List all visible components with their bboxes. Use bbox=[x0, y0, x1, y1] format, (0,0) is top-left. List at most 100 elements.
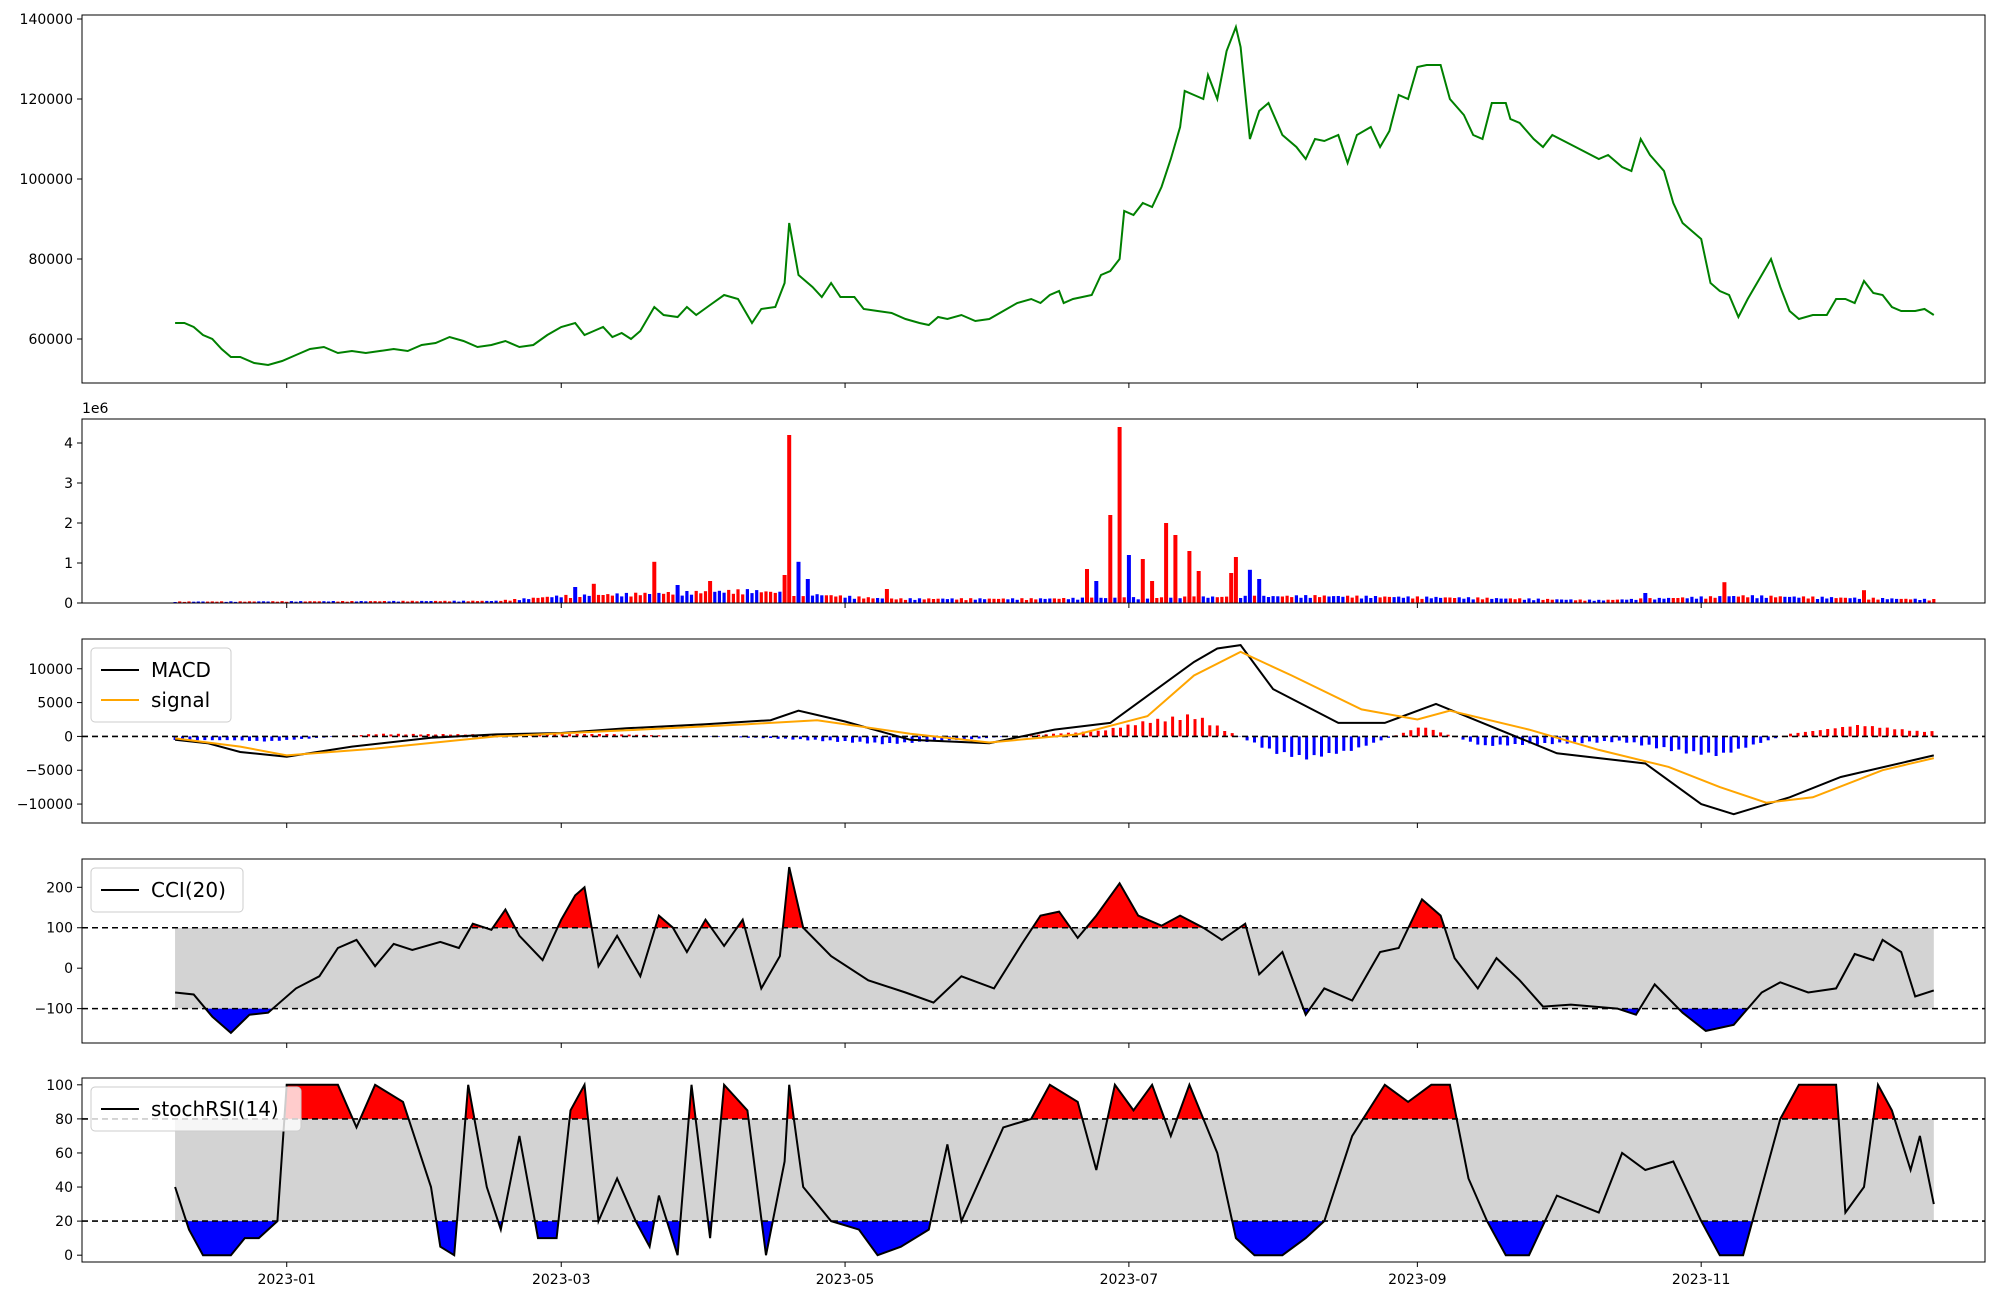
y-tick-label: 200 bbox=[46, 880, 73, 896]
volume-bar bbox=[1578, 599, 1582, 603]
macd-histogram-bar bbox=[806, 736, 810, 741]
volume-bar bbox=[1122, 597, 1126, 603]
macd-histogram-bar bbox=[1893, 729, 1897, 737]
stochrsi-overbought-fill bbox=[721, 1084, 748, 1119]
volume-bar bbox=[1173, 535, 1178, 603]
volume-bar bbox=[1159, 597, 1164, 603]
volume-bar bbox=[834, 596, 838, 603]
volume-bar bbox=[1411, 598, 1415, 603]
volume-bar bbox=[1601, 600, 1606, 603]
volume-bar bbox=[1094, 581, 1099, 603]
stochrsi-legend: stochRSI(14) bbox=[90, 1086, 302, 1132]
volume-bar bbox=[871, 598, 875, 603]
volume-bar bbox=[731, 593, 735, 603]
macd-histogram-bar bbox=[1796, 732, 1800, 737]
volume-bar bbox=[1774, 597, 1778, 603]
volume-bar bbox=[987, 598, 991, 603]
volume-bar bbox=[680, 595, 684, 603]
volume-bar bbox=[452, 600, 456, 603]
volume-bar bbox=[206, 601, 210, 603]
volume-bar bbox=[703, 591, 708, 603]
volume-bar bbox=[1294, 595, 1298, 603]
volume-bar bbox=[341, 601, 345, 603]
cci-overbought-fill bbox=[493, 909, 515, 928]
macd-histogram-bar bbox=[1401, 732, 1405, 737]
macd-histogram-bar bbox=[776, 736, 780, 739]
volume-bar bbox=[308, 601, 312, 603]
volume-bar bbox=[1518, 598, 1522, 603]
stochrsi-oversold-fill bbox=[1232, 1221, 1324, 1256]
volume-bar bbox=[1290, 597, 1294, 603]
volume-bar bbox=[354, 601, 359, 603]
macd-histogram-bar bbox=[1052, 733, 1055, 737]
volume-bar bbox=[1857, 598, 1861, 603]
macd-histogram-bar bbox=[396, 733, 400, 737]
macd-histogram-bar bbox=[597, 734, 601, 737]
x-tick-label: 2023-01 bbox=[257, 1272, 316, 1288]
macd-histogram-bar bbox=[1163, 721, 1167, 737]
volume-bar bbox=[1881, 598, 1885, 603]
volume-bar bbox=[1336, 596, 1340, 603]
volume-bar bbox=[1099, 597, 1103, 603]
macd-histogram-bar bbox=[1655, 736, 1658, 749]
volume-bar bbox=[224, 601, 228, 603]
volume-bar bbox=[750, 593, 754, 603]
volume-bar bbox=[1476, 597, 1480, 603]
macd-histogram-bar bbox=[1863, 726, 1867, 737]
macd-histogram-bar bbox=[225, 736, 229, 741]
y-tick-label: −100 bbox=[35, 1002, 73, 1018]
macd-histogram-bar bbox=[173, 736, 177, 740]
volume-bar bbox=[796, 561, 801, 603]
volume-bar bbox=[1560, 599, 1564, 603]
macd-histogram-bar bbox=[717, 736, 720, 737]
volume-bar bbox=[1369, 598, 1373, 603]
macd-histogram-bar bbox=[389, 734, 393, 737]
volume-bar bbox=[1764, 597, 1768, 603]
volume-bar bbox=[1271, 596, 1275, 603]
volume-bar bbox=[1909, 599, 1913, 603]
volume-bar bbox=[201, 601, 205, 603]
volume-bar bbox=[736, 589, 740, 603]
volume-bar bbox=[229, 601, 233, 603]
volume-bar bbox=[1611, 599, 1615, 603]
macd-histogram-bar bbox=[1327, 736, 1331, 753]
macd-histogram-bar bbox=[1223, 731, 1227, 737]
macd-histogram-bar bbox=[359, 735, 363, 737]
macd-histogram-bar bbox=[769, 736, 773, 738]
macd-histogram-bar bbox=[1833, 728, 1837, 737]
volume-bar bbox=[1676, 598, 1680, 603]
macd-histogram-bar bbox=[836, 736, 840, 742]
volume-bar bbox=[1318, 597, 1322, 603]
volume-bar bbox=[299, 601, 303, 603]
volume-bar bbox=[992, 598, 996, 603]
volume-bar bbox=[1327, 596, 1331, 603]
volume-bar bbox=[345, 601, 349, 603]
volume-bar bbox=[401, 600, 405, 603]
volume-bar bbox=[1727, 596, 1731, 603]
volume-bar bbox=[1006, 599, 1010, 603]
macd-histogram-bar bbox=[635, 734, 639, 737]
macd-histogram-bar bbox=[1156, 718, 1160, 737]
macd-histogram-bar bbox=[374, 734, 378, 737]
volume-bar bbox=[1057, 598, 1061, 603]
macd-histogram-bar bbox=[1037, 734, 1041, 737]
volume-bar bbox=[1220, 596, 1224, 603]
cci-overbought-fill bbox=[1409, 899, 1445, 928]
volume-bar bbox=[1890, 598, 1894, 603]
volume-bar bbox=[675, 585, 680, 603]
volume-bar bbox=[289, 601, 293, 603]
volume-bar bbox=[1397, 596, 1401, 603]
macd-histogram-bar bbox=[1148, 722, 1152, 737]
y-tick-label: 80000 bbox=[28, 252, 73, 268]
y-tick-label: 140000 bbox=[20, 12, 73, 28]
macd-histogram-bar bbox=[329, 736, 333, 737]
stochrsi-overbought-fill bbox=[1781, 1084, 1839, 1119]
volume-bar bbox=[1904, 598, 1908, 603]
volume-bar bbox=[578, 597, 582, 603]
macd-histogram-bar bbox=[1588, 736, 1591, 742]
y-tick-label: 0 bbox=[64, 961, 73, 977]
volume-bar bbox=[587, 595, 591, 603]
volume-bar bbox=[1839, 597, 1843, 603]
volume-bar bbox=[1708, 596, 1713, 603]
macd-histogram-bar bbox=[843, 736, 847, 741]
